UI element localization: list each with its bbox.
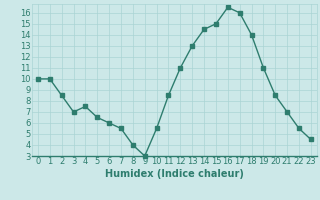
X-axis label: Humidex (Indice chaleur): Humidex (Indice chaleur) bbox=[105, 169, 244, 179]
